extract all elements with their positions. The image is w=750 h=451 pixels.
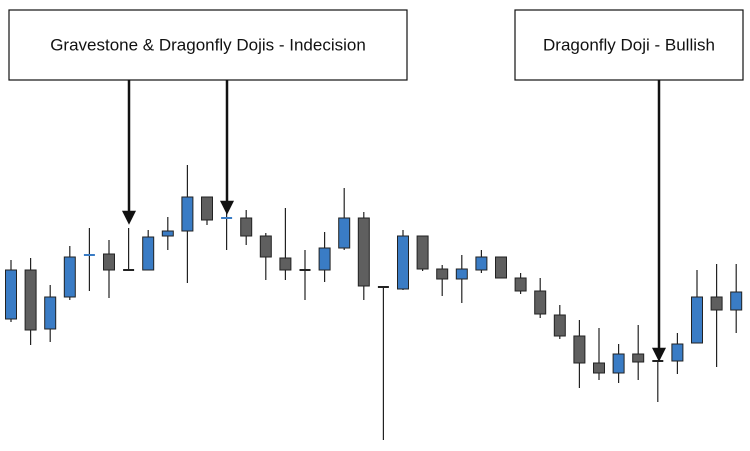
candle-body [24, 269, 37, 331]
candle-body [573, 335, 586, 364]
candle-body [377, 286, 389, 288]
candle-body [416, 235, 429, 270]
candle-body [495, 256, 507, 279]
candle-body [632, 353, 645, 363]
candle-body [671, 343, 684, 362]
candle-body [455, 268, 468, 280]
annotation-text: Dragonfly Doji - Bullish [543, 35, 715, 54]
candle-body [593, 362, 605, 374]
candle-body [63, 256, 76, 298]
annotation-text: Gravestone & Dragonfly Dojis - Indecisio… [50, 35, 366, 54]
arrows [121, 80, 667, 362]
candle-body [123, 269, 135, 271]
candle-body [612, 353, 625, 374]
candle-body [142, 236, 155, 271]
arrow-head [219, 200, 235, 215]
candle-body [5, 269, 17, 320]
candle-body [553, 314, 566, 337]
annotation-box [8, 9, 408, 81]
candle-body [338, 217, 351, 249]
candle-body [475, 256, 488, 271]
candle-body [279, 257, 292, 271]
candle-body [201, 196, 213, 221]
candle-body [44, 296, 57, 330]
candle-body [161, 230, 174, 237]
candle-body [534, 290, 547, 315]
candle-body [730, 291, 743, 311]
candle-body [691, 296, 703, 344]
candle-body [514, 277, 527, 292]
candle-body [299, 269, 311, 271]
candle-body [181, 196, 194, 232]
candles [5, 165, 743, 440]
arrow-head [121, 210, 137, 225]
candle-body [652, 360, 664, 362]
candle-body [357, 217, 370, 287]
candle-body [318, 247, 331, 271]
candle-body [436, 268, 449, 280]
annotation-box [514, 9, 744, 81]
candle-body [83, 254, 95, 256]
candle-body [259, 235, 272, 258]
arrow-head [651, 347, 667, 362]
candle-body [221, 217, 233, 219]
candle-body [240, 217, 253, 237]
candle-body [397, 235, 409, 290]
candle-body [103, 253, 115, 271]
candle-body [710, 296, 723, 311]
